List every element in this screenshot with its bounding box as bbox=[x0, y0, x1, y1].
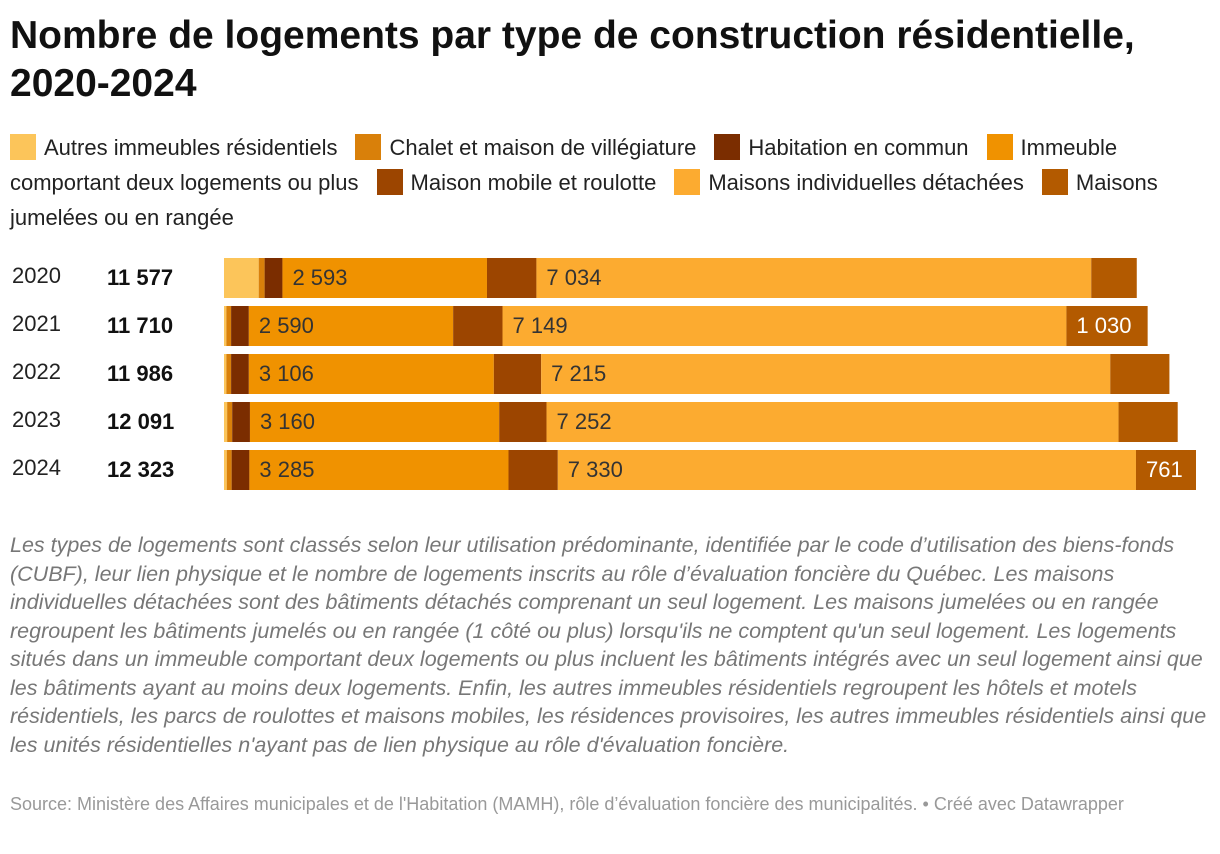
value-label: 1 030 bbox=[1076, 313, 1131, 338]
chart-title: Nombre de logements par type de construc… bbox=[10, 14, 1135, 105]
bar-segment bbox=[1118, 402, 1178, 442]
note: Les types de logements sont classés selo… bbox=[10, 533, 1207, 757]
bar-segment bbox=[248, 354, 494, 394]
legend-item: Chalet et maison de villégiature bbox=[355, 134, 697, 160]
legend-label: Maison mobile et roulotte bbox=[410, 170, 657, 195]
category-label: 2021 bbox=[12, 311, 61, 336]
bar-segment bbox=[231, 450, 250, 490]
value-label: 7 215 bbox=[551, 361, 606, 386]
source: Source: Ministère des Affaires municipal… bbox=[10, 794, 1124, 814]
legend-item: Habitation en commun bbox=[714, 134, 969, 160]
category-label: 2023 bbox=[12, 407, 61, 432]
value-label: 3 285 bbox=[259, 457, 314, 482]
legend-item: Immeuble comportant deux logements ou pl… bbox=[10, 134, 1118, 195]
bar-segment bbox=[224, 306, 227, 346]
bar-segment bbox=[536, 258, 1092, 298]
bar-segment bbox=[227, 402, 233, 442]
bar-segment bbox=[224, 258, 259, 298]
legend: Autres immeubles résidentiels Chalet et m… bbox=[10, 130, 1200, 235]
bar-segment bbox=[282, 258, 487, 298]
legend-label: Habitation en commun bbox=[748, 135, 969, 160]
legend-label: Maisons individuelles détachées bbox=[708, 170, 1024, 195]
bar-segment bbox=[1135, 450, 1196, 490]
total-label: 12 323 bbox=[107, 457, 174, 482]
bar-segment bbox=[499, 402, 547, 442]
value-label: 3 160 bbox=[260, 409, 315, 434]
value-label: 7 252 bbox=[557, 409, 612, 434]
bar-segment bbox=[249, 402, 500, 442]
legend-swatch bbox=[376, 169, 403, 195]
legend-swatch bbox=[1041, 169, 1068, 195]
bar-segment bbox=[226, 306, 232, 346]
bar-segment bbox=[546, 402, 1119, 442]
value-label: 7 149 bbox=[513, 313, 568, 338]
value-label: 7 330 bbox=[568, 457, 623, 482]
total-label: 12 091 bbox=[107, 409, 174, 434]
bar-segment bbox=[1110, 354, 1170, 394]
bar-segment bbox=[248, 306, 454, 346]
value-label: 2 590 bbox=[259, 313, 314, 338]
bar-segment bbox=[508, 450, 558, 490]
legend-item: Maisons individuelles détachées bbox=[674, 169, 1024, 195]
bar-segment bbox=[226, 450, 232, 490]
value-label: 761 bbox=[1146, 457, 1183, 482]
bar-segment bbox=[557, 450, 1136, 490]
legend-label: Maisons jumelées ou en rangée bbox=[10, 170, 1158, 230]
bar-segment bbox=[226, 354, 232, 394]
category-label: 2022 bbox=[12, 359, 61, 384]
bar-segment bbox=[249, 450, 509, 490]
bar-segment bbox=[231, 306, 249, 346]
legend-swatch bbox=[674, 169, 701, 195]
bar-segment bbox=[232, 402, 250, 442]
bar-segment bbox=[224, 450, 227, 490]
legend-item: Autres immeubles résidentiels bbox=[10, 134, 338, 160]
total-label: 11 986 bbox=[107, 361, 173, 386]
legend-label: Immeuble comportant deux logements ou pl… bbox=[10, 135, 1118, 195]
legend-label: Chalet et maison de villégiature bbox=[389, 135, 697, 160]
bar-segment bbox=[1091, 258, 1137, 298]
legend-swatch bbox=[10, 134, 36, 160]
bar-segment bbox=[541, 354, 1111, 394]
bar-segment bbox=[453, 306, 503, 346]
category-label: 2020 bbox=[12, 263, 61, 288]
bar-segment bbox=[224, 402, 228, 442]
total-label: 11 710 bbox=[107, 313, 173, 338]
legend-swatch bbox=[355, 134, 382, 160]
legend-label: Autres immeubles résidentiels bbox=[44, 135, 338, 160]
chart: 2020 11 577 2 593 7 034 2021 11 710 2 590 7 149… bbox=[12, 258, 1196, 490]
legend-item: Maison mobile et roulotte bbox=[376, 169, 657, 195]
category-label: 2024 bbox=[12, 455, 61, 480]
bar-segment bbox=[231, 354, 249, 394]
bar-segment bbox=[486, 258, 537, 298]
bar-segment bbox=[264, 258, 283, 298]
legend-swatch bbox=[986, 134, 1013, 160]
bar-segment bbox=[502, 306, 1067, 346]
legend-item: Maisons jumelées ou en rangée bbox=[10, 169, 1158, 230]
total-label: 11 577 bbox=[107, 265, 173, 290]
bar-segment bbox=[224, 354, 227, 394]
bar-segment bbox=[1066, 306, 1148, 346]
value-label: 2 593 bbox=[292, 265, 347, 290]
legend-swatch bbox=[714, 134, 741, 160]
bar-segment bbox=[258, 258, 265, 298]
value-label: 3 106 bbox=[259, 361, 314, 386]
bar-segment bbox=[493, 354, 542, 394]
value-label: 7 034 bbox=[546, 265, 601, 290]
